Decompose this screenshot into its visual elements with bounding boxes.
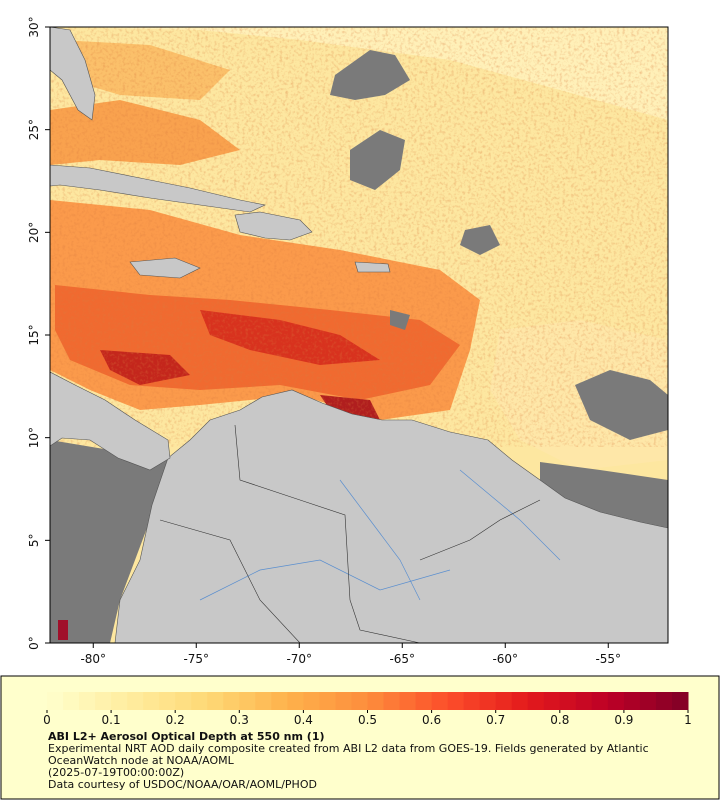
colorbar-segment bbox=[95, 692, 112, 710]
colorbar-segment bbox=[319, 692, 336, 710]
colorbar-tick-label: 0.5 bbox=[358, 713, 377, 727]
caption-title: ABI L2+ Aerosol Optical Depth at 550 nm … bbox=[48, 730, 325, 743]
y-tick-label: 25° bbox=[27, 119, 41, 140]
x-tick-label: -75° bbox=[183, 652, 209, 666]
y-tick-label: 15° bbox=[27, 324, 41, 345]
borders bbox=[159, 424, 541, 643]
rivers bbox=[199, 469, 561, 601]
colorbar-segment bbox=[191, 692, 208, 710]
colorbar-segment bbox=[655, 692, 673, 710]
colorbar-segment bbox=[111, 692, 128, 710]
x-tick-label: -60° bbox=[492, 652, 518, 666]
colorbar-segment bbox=[303, 692, 320, 710]
colorbar-tick-label: 0.1 bbox=[102, 713, 121, 727]
colorbar-segment bbox=[447, 692, 465, 710]
colorbar-segment bbox=[255, 692, 272, 710]
x-tick-label: -55° bbox=[595, 652, 621, 666]
colorbar-segment bbox=[575, 692, 593, 710]
colorbar-segment bbox=[287, 692, 304, 710]
caption-time: (2025-07-19T00:00:00Z) bbox=[48, 766, 185, 779]
colorbar-segment bbox=[175, 692, 192, 710]
colorbar-segment bbox=[479, 692, 497, 710]
colorbar-segment bbox=[415, 692, 433, 710]
colorbar-segment bbox=[511, 692, 529, 710]
colorbar-segment bbox=[495, 692, 513, 710]
colorbar-segment bbox=[671, 692, 689, 710]
colorbar-segment bbox=[543, 692, 561, 710]
colorbar-segment bbox=[399, 692, 417, 710]
x-tick-label: -80° bbox=[80, 652, 106, 666]
colorbar-segment bbox=[47, 692, 64, 710]
colorbar-segment bbox=[159, 692, 176, 710]
colorbar-tick-label: 0 bbox=[43, 713, 51, 727]
colorbar-tick-label: 0.9 bbox=[614, 713, 633, 727]
colorbar-tick-label: 1 bbox=[684, 713, 692, 727]
colorbar-segment bbox=[639, 692, 657, 710]
x-tick-label: -65° bbox=[389, 652, 415, 666]
aod-patch bbox=[58, 620, 68, 640]
colorbar-segment bbox=[207, 692, 224, 710]
colorbar-segment bbox=[527, 692, 545, 710]
colorbar-segment bbox=[463, 692, 481, 710]
colorbar-segment bbox=[143, 692, 160, 710]
axes: -80° -75° -70° -65° -60° -55° 0° 5° 10° 15° 20° 25°… bbox=[27, 16, 621, 666]
colorbar: 0 0.1 0.2 0.3 0.4 0.5 0.6 0.7 0.8 0.9 1 bbox=[43, 692, 692, 727]
colorbar-segment bbox=[239, 692, 256, 710]
colorbar-tick-label: 0.2 bbox=[166, 713, 185, 727]
colorbar-segment bbox=[63, 692, 80, 710]
colorbar-segment bbox=[383, 692, 401, 710]
y-tick-label: 0° bbox=[27, 636, 41, 650]
colorbar-tick-label: 0.6 bbox=[422, 713, 441, 727]
colorbar-tick-label: 0.8 bbox=[550, 713, 569, 727]
y-tick-label: 30° bbox=[27, 16, 41, 37]
y-tick-label: 20° bbox=[27, 222, 41, 243]
colorbar-segment bbox=[367, 692, 385, 710]
colorbar-segment bbox=[559, 692, 577, 710]
colorbar-segment bbox=[335, 692, 352, 710]
caption-credit: Data courtesy of USDOC/NOAA/OAR/AOML/PHO… bbox=[48, 778, 317, 791]
y-tick-label: 10° bbox=[27, 427, 41, 448]
colorbar-segment bbox=[79, 692, 96, 710]
colorbar-tick-label: 0.4 bbox=[294, 713, 313, 727]
caption: ABI L2+ Aerosol Optical Depth at 550 nm … bbox=[48, 731, 688, 791]
colorbar-segment bbox=[431, 692, 449, 710]
colorbar-segment bbox=[591, 692, 609, 710]
colorbar-segment bbox=[127, 692, 144, 710]
colorbar-segment bbox=[623, 692, 641, 710]
y-tick-label: 5° bbox=[27, 534, 41, 548]
land bbox=[50, 27, 668, 643]
colorbar-segment bbox=[351, 692, 368, 710]
map-area bbox=[50, 27, 668, 643]
caption-description: Experimental NRT AOD daily composite cre… bbox=[48, 742, 649, 767]
colorbar-tick-label: 0.7 bbox=[486, 713, 505, 727]
colorbar-tick-label: 0.3 bbox=[230, 713, 249, 727]
colorbar-segment bbox=[223, 692, 240, 710]
colorbar-segment bbox=[271, 692, 288, 710]
x-tick-label: -70° bbox=[286, 652, 312, 666]
colorbar-segment bbox=[607, 692, 625, 710]
